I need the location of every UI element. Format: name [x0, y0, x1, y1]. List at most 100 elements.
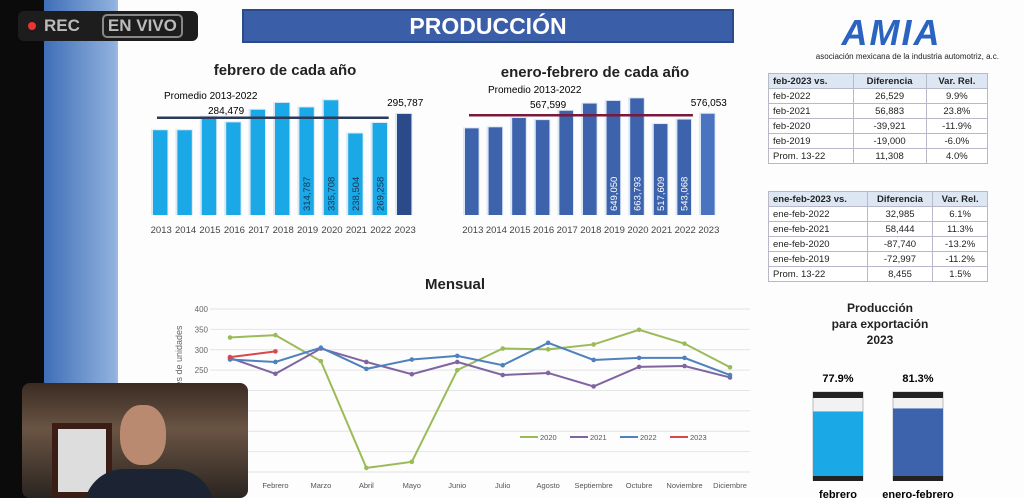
- point-2020: [545, 347, 551, 352]
- y-tick-label: 300: [195, 346, 209, 355]
- x-tick-label: Noviembre: [666, 481, 702, 490]
- table-cell: ene-feb-2022: [768, 206, 868, 222]
- point-2022: [500, 362, 506, 368]
- cylinder-base: [893, 476, 943, 481]
- point-2020: [318, 358, 324, 364]
- bar-2023: [397, 113, 412, 215]
- series-line-2022: [229, 341, 731, 376]
- table-cell: ene-feb-2019: [768, 251, 868, 267]
- point-2021: [273, 371, 278, 377]
- point-2021: [591, 384, 596, 389]
- table-cell: 1.5%: [932, 266, 988, 282]
- point-2021: [454, 359, 460, 365]
- legend-label-2023: 2023: [690, 433, 707, 442]
- bar-2023: [701, 113, 715, 215]
- data-label-2021: 238,504: [351, 177, 362, 211]
- point-2021: [409, 371, 415, 377]
- table-cell: feb-2020: [768, 118, 854, 134]
- column-header: ene-feb-2023 vs.: [768, 191, 868, 207]
- cylinder-base: [813, 476, 863, 481]
- table-row: feb-2021 56,883 23.8%: [768, 103, 989, 119]
- column-header: Var. Rel.: [932, 191, 988, 207]
- page-title: PRODUCCIÓN: [242, 9, 734, 43]
- export-title-line1: Producción: [846, 301, 913, 315]
- table-row: ene-feb-2021 58,444 11.3%: [768, 221, 988, 237]
- data-label-2021: 517,609: [656, 177, 667, 211]
- legend-label-2020: 2020: [540, 433, 557, 442]
- export-category-label: febrero: [819, 489, 857, 498]
- point-2020: [364, 465, 369, 471]
- average-label: Promedio 2013-2022: [164, 91, 258, 102]
- table-cell: Prom. 13-22: [768, 148, 854, 164]
- x-tick-label: 2013: [462, 225, 483, 236]
- data-label-2022: 269,258: [375, 177, 386, 211]
- x-tick-label: 2015: [199, 225, 220, 236]
- x-tick-label: 2023: [698, 225, 719, 236]
- bar-2016: [226, 122, 241, 215]
- legend-label-2021: 2021: [590, 433, 607, 442]
- data-label-2023: 576,053: [691, 98, 728, 109]
- bar-2014: [177, 130, 192, 215]
- table-cell: feb-2019: [768, 133, 854, 149]
- table-header-row: ene-feb-2023 vs. Diferencia Var. Rel.: [768, 191, 988, 207]
- table-cell: ene-feb-2020: [768, 236, 868, 252]
- logo-mark: AMIA: [841, 12, 942, 53]
- x-tick-label: Octubre: [626, 481, 653, 490]
- x-tick-label: 2022: [675, 225, 696, 236]
- table-cell: -6.0%: [925, 133, 989, 149]
- x-tick-label: Abril: [359, 481, 374, 490]
- x-tick-label: 2020: [321, 225, 342, 236]
- point-2020: [682, 341, 687, 346]
- x-tick-label: 2021: [346, 225, 367, 236]
- bar-2021: [348, 133, 363, 215]
- point-2023: [227, 354, 233, 360]
- point-2020: [273, 332, 278, 338]
- x-tick-label: 2017: [248, 225, 269, 236]
- x-tick-label: 2019: [297, 225, 318, 236]
- point-2022: [636, 355, 642, 361]
- cylinder-fill-febrero: [813, 411, 863, 480]
- bar-2013: [153, 130, 168, 215]
- x-tick-label: 2016: [224, 225, 245, 236]
- point-2020: [409, 459, 415, 465]
- table-cell: 11.3%: [932, 221, 988, 237]
- average-value-label: 567,599: [530, 100, 567, 111]
- data-label-2022: 543,068: [680, 177, 691, 211]
- point-2020: [727, 364, 733, 370]
- table-cell: -11.2%: [932, 251, 988, 267]
- table-cell: 26,529: [852, 88, 927, 104]
- data-label-2020: 335,708: [327, 177, 338, 211]
- table-cell: 6.1%: [932, 206, 988, 222]
- series-line-2023: [229, 350, 276, 359]
- table-cell: -72,997: [866, 251, 934, 267]
- point-2022: [545, 340, 551, 346]
- table-row: feb-2019 -19,000 -6.0%: [768, 133, 989, 149]
- bar-2022: [372, 123, 387, 215]
- table-row: ene-feb-2022 32,985 6.1%: [768, 206, 988, 222]
- bar-2020: [630, 98, 644, 215]
- bar-2019: [299, 107, 314, 215]
- point-2021: [500, 372, 506, 378]
- logo-subtitle: asociación mexicana de la industria auto…: [815, 52, 999, 61]
- table-cell: 9.9%: [925, 88, 989, 104]
- series-line-2021: [229, 347, 731, 388]
- x-tick-label: Mayo: [403, 481, 421, 490]
- export-title-line3: 2023: [866, 333, 894, 347]
- bar-2021: [653, 124, 668, 215]
- export-title-line2: para exportación: [831, 317, 929, 331]
- point-2020: [500, 346, 506, 351]
- table-cell: -13.2%: [932, 236, 988, 252]
- table-cell: ene-feb-2021: [768, 221, 868, 237]
- x-tick-label: Julio: [495, 481, 510, 490]
- y-tick-label: 400: [195, 305, 209, 314]
- amia-logo: AMIA asociación mexicana de la industria…: [784, 14, 999, 64]
- bar-2018: [583, 103, 597, 215]
- table-header-row: feb-2023 vs. Diferencia Var. Rel.: [768, 73, 989, 89]
- series-line-2020: [229, 328, 731, 470]
- table-row: feb-2020 -39,921 -11.9%: [768, 118, 989, 134]
- table-cell: feb-2022: [768, 88, 854, 104]
- point-2022: [364, 366, 369, 372]
- point-2022: [318, 345, 324, 351]
- table-cell: -39,921: [852, 118, 927, 134]
